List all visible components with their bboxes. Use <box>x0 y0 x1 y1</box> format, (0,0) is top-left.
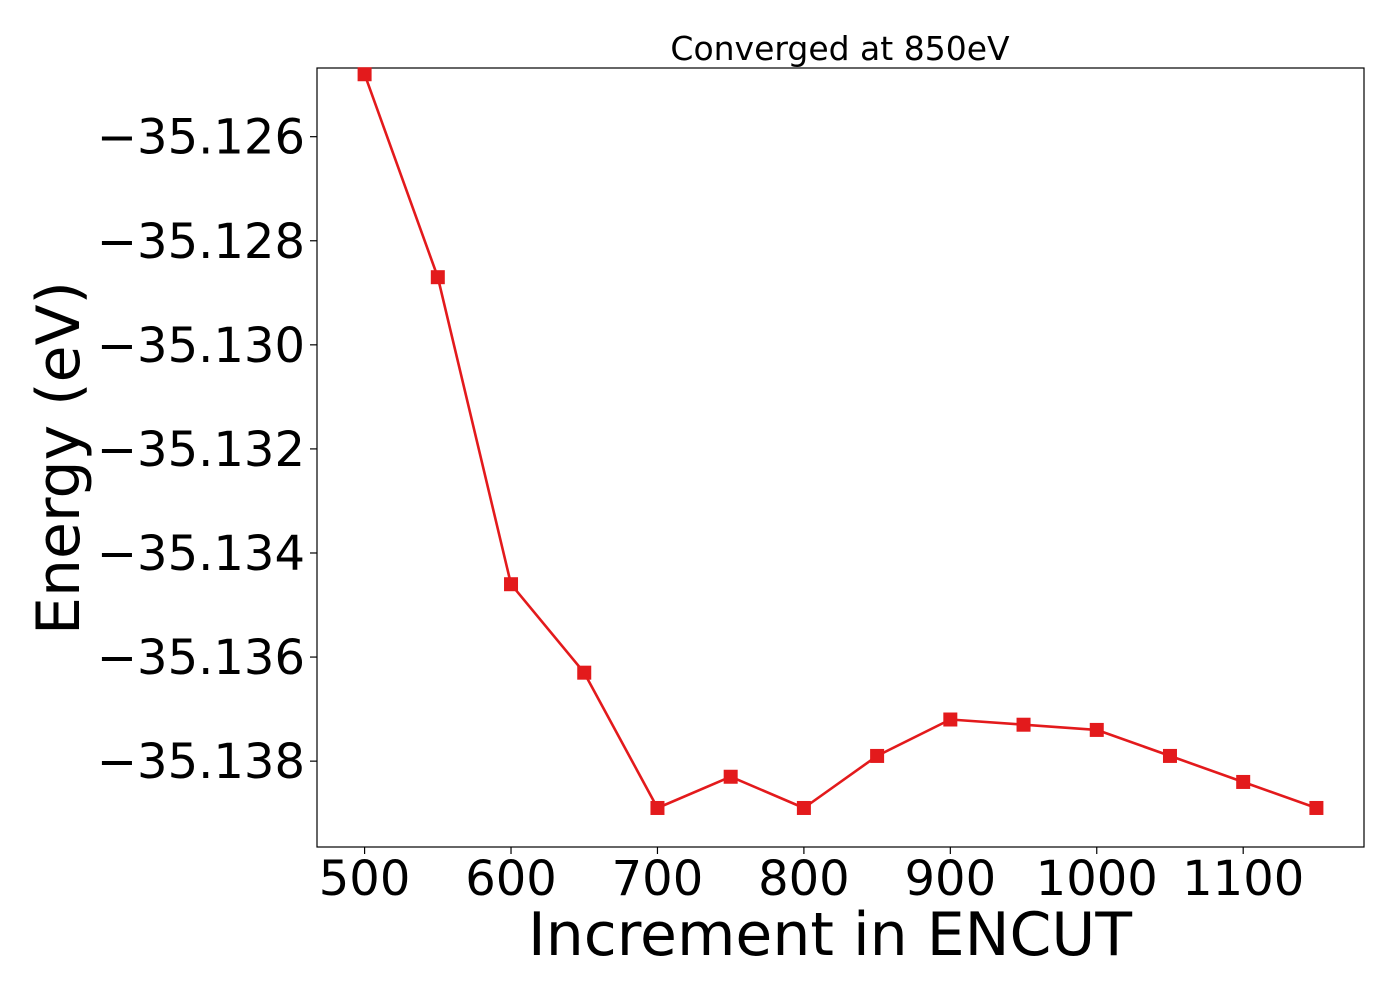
x-tick-label: 1000 <box>1036 851 1158 907</box>
y-tick-label: −35.128 <box>97 214 305 270</box>
data-point-marker <box>1236 774 1251 789</box>
x-tick-label: 900 <box>905 851 997 907</box>
x-tick-label: 700 <box>612 851 704 907</box>
data-point-marker <box>1016 717 1031 732</box>
chart-title: Converged at 850eV <box>670 29 1010 68</box>
data-point-marker <box>504 577 519 592</box>
x-tick-label: 1100 <box>1182 851 1304 907</box>
data-point-marker <box>1162 748 1177 763</box>
series-line <box>363 73 1317 810</box>
y-axis-label: Energy (eV) <box>24 281 94 635</box>
y-tick-label: −35.136 <box>97 630 305 686</box>
x-tick-label: 800 <box>758 851 850 907</box>
data-point-marker <box>430 270 445 285</box>
data-point-marker <box>650 800 665 815</box>
data-point-marker <box>943 712 958 727</box>
x-axis-ticks: 500 600 700 800 900 1000 1100 <box>319 847 1304 907</box>
data-point-marker <box>723 769 738 784</box>
x-axis-label: Increment in ENCUT <box>528 900 1132 970</box>
data-point-marker <box>1089 722 1104 737</box>
x-tick-label: 600 <box>465 851 557 907</box>
y-tick-label: −35.126 <box>97 110 305 166</box>
data-point-marker <box>870 748 885 763</box>
data-point-marker <box>1309 800 1324 815</box>
axes-frame <box>316 67 1365 848</box>
y-tick-label: −35.134 <box>97 526 305 582</box>
y-tick-label: −35.132 <box>97 422 305 478</box>
y-tick-label: −35.130 <box>97 318 305 374</box>
plot-area: 500 600 700 800 900 1000 1100 −35.126−35.128−3… <box>97 67 1365 907</box>
data-point-marker <box>796 800 811 815</box>
x-tick-label: 500 <box>319 851 411 907</box>
series-layer <box>357 67 1324 815</box>
y-tick-label: −35.138 <box>97 734 305 790</box>
data-point-marker <box>577 665 592 680</box>
y-axis-ticks: −35.126 −35.128 −35.130 −35.132 −35.134 −35.1… <box>97 110 317 790</box>
data-point-marker <box>357 67 372 82</box>
